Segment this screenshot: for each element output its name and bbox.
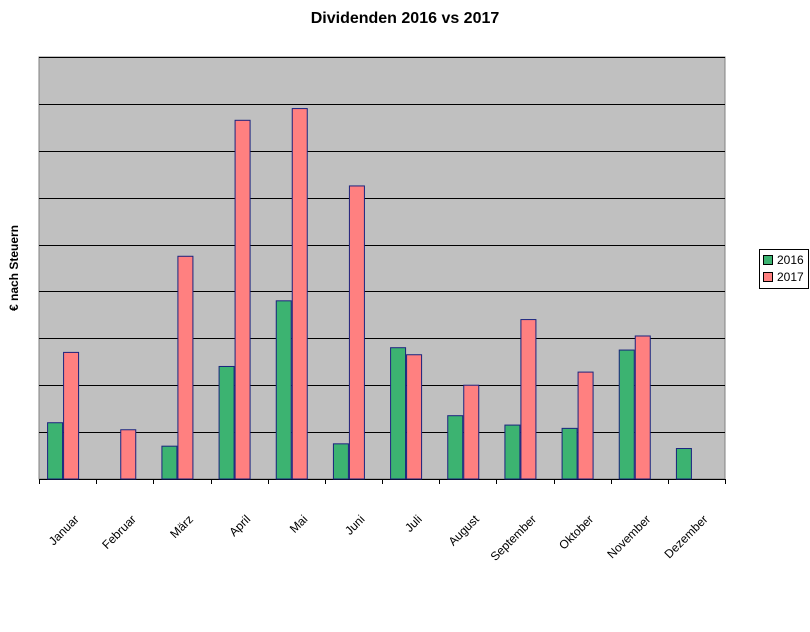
bar-2016-September bbox=[504, 424, 521, 480]
legend-item-2016: 2016 bbox=[763, 253, 804, 267]
x-tick-label: März bbox=[167, 512, 196, 541]
bar-2016-April bbox=[218, 365, 235, 480]
legend-swatch-2016 bbox=[763, 255, 773, 265]
x-tick-label: Mai bbox=[287, 512, 311, 536]
legend-item-2017: 2017 bbox=[763, 270, 804, 284]
bar-2017-Juli bbox=[406, 354, 423, 480]
bar-2016-Dezember bbox=[675, 448, 692, 480]
chart-title: Dividenden 2016 vs 2017 bbox=[310, 10, 500, 27]
bar-2016-Mai bbox=[275, 300, 292, 480]
bar-2017-Oktober bbox=[577, 371, 594, 480]
legend-swatch-2017 bbox=[763, 272, 773, 282]
x-tick-label: Februar bbox=[99, 512, 139, 552]
bar-2016-Oktober bbox=[561, 427, 578, 480]
bar-2016-November bbox=[618, 349, 635, 480]
x-tick-label: September bbox=[488, 512, 539, 563]
x-tick-label: Juni bbox=[342, 512, 367, 537]
bar-2016-März bbox=[161, 445, 178, 480]
bar-2017-März bbox=[177, 255, 194, 480]
x-tick-label: Oktober bbox=[556, 512, 596, 552]
bar-2017-April bbox=[234, 119, 251, 480]
x-tick-label: April bbox=[226, 512, 253, 539]
legend: 2016 2017 bbox=[759, 249, 809, 289]
x-tick-label: August bbox=[446, 512, 483, 549]
x-tick-label: Dezember bbox=[661, 512, 710, 561]
bar-2017-Mai bbox=[291, 108, 308, 480]
bar-2017-Januar bbox=[63, 351, 80, 480]
legend-label-2016: 2016 bbox=[777, 253, 804, 267]
bar-2016-Juni bbox=[332, 443, 349, 480]
x-tick-label: Juli bbox=[402, 512, 425, 535]
legend-label-2017: 2017 bbox=[777, 270, 804, 284]
bar-2016-Juli bbox=[390, 347, 407, 480]
bar-2016-August bbox=[447, 415, 464, 480]
x-tick-label: Januar bbox=[46, 512, 82, 548]
bar-2016-Januar bbox=[47, 422, 64, 480]
bar-2017-Februar bbox=[120, 429, 137, 480]
bar-2017-August bbox=[463, 384, 480, 480]
x-tick-label: November bbox=[604, 512, 653, 561]
bar-2017-November bbox=[634, 335, 651, 480]
plot-background bbox=[38, 56, 726, 480]
bar-2017-Juni bbox=[348, 185, 365, 480]
bar-2017-September bbox=[520, 319, 537, 480]
